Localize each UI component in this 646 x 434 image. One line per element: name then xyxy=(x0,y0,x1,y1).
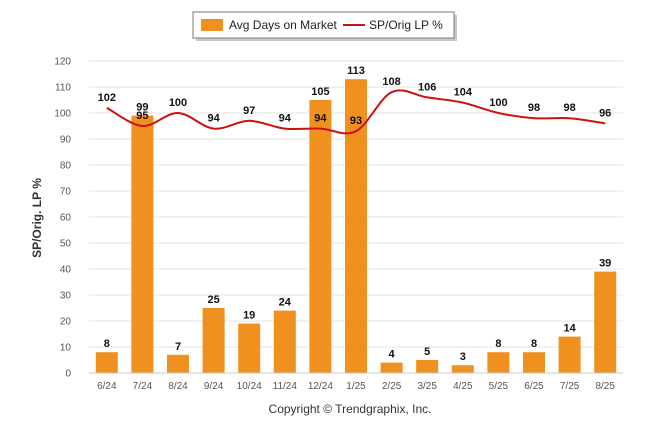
x-tick-label: 1/25 xyxy=(346,381,366,392)
line-value-label: 108 xyxy=(382,76,400,88)
bar-value-label: 99 xyxy=(136,102,148,114)
line-value-label: 94 xyxy=(279,113,292,125)
bar xyxy=(523,352,545,373)
line-value-label: 97 xyxy=(243,105,255,117)
y-tick-label: 100 xyxy=(54,109,71,120)
bar-value-label: 113 xyxy=(347,65,365,77)
line-value-label: 106 xyxy=(418,81,436,93)
bar xyxy=(558,336,581,373)
bar-value-label: 19 xyxy=(243,310,255,322)
y-axis-title: SP/Orig. LP % xyxy=(30,178,44,258)
bar xyxy=(131,115,154,373)
bar xyxy=(238,323,261,373)
y-tick-label: 110 xyxy=(55,83,71,94)
copyright-text: Copyright © Trendgraphix, Inc. xyxy=(269,402,432,416)
bar-value-label: 14 xyxy=(563,323,576,335)
bar xyxy=(95,352,118,373)
line-value-label: 94 xyxy=(207,113,220,125)
legend-label-line: SP/Orig LP % xyxy=(369,18,443,32)
y-tick-label: 30 xyxy=(60,291,72,302)
y-tick-label: 40 xyxy=(60,265,72,276)
y-tick-label: 20 xyxy=(60,317,72,328)
x-tick-label: 8/24 xyxy=(168,381,188,392)
line-value-label: 100 xyxy=(489,97,507,109)
legend-swatch-bar xyxy=(201,19,223,31)
x-tick-label: 3/25 xyxy=(417,381,437,392)
bar-value-label: 3 xyxy=(460,351,466,363)
bar-value-label: 24 xyxy=(279,297,292,309)
bar xyxy=(487,352,510,373)
legend-label-bar: Avg Days on Market xyxy=(229,18,337,32)
line-value-label: 102 xyxy=(98,92,116,104)
bar-value-label: 4 xyxy=(389,349,396,361)
line-value-label: 98 xyxy=(528,102,540,114)
y-tick-label: 0 xyxy=(65,369,71,380)
y-tick-label: 80 xyxy=(60,161,72,172)
bar-value-label: 25 xyxy=(207,294,219,306)
bar xyxy=(202,308,225,373)
y-tick-label: 120 xyxy=(54,57,71,68)
bar xyxy=(451,365,474,373)
bar-value-label: 5 xyxy=(424,346,430,358)
y-tick-label: 10 xyxy=(60,343,72,354)
x-tick-label: 10/24 xyxy=(237,381,262,392)
x-tick-label: 4/25 xyxy=(453,381,473,392)
x-tick-label: 5/25 xyxy=(489,381,509,392)
y-tick-label: 70 xyxy=(60,187,72,198)
line-value-label: 95 xyxy=(136,110,148,122)
x-tick-label: 8/25 xyxy=(595,381,615,392)
line-series xyxy=(106,89,606,135)
line-value-label: 98 xyxy=(563,102,575,114)
bar-value-label: 7 xyxy=(175,341,181,353)
y-axis-ticks: 0 10 20 30 40 50 60 70 80 90 100 110 120 xyxy=(54,57,71,380)
x-tick-label: 6/24 xyxy=(97,381,117,392)
line-data-labels: 102 95 100 94 97 94 94 93 108 106 104 100 98 98 96 xyxy=(98,76,612,127)
bar xyxy=(594,271,617,373)
bar-value-label: 8 xyxy=(495,338,501,350)
line-value-label: 93 xyxy=(350,115,362,127)
line-value-label: 104 xyxy=(454,87,473,99)
line-value-label: 100 xyxy=(169,97,187,109)
legend: Avg Days on Market SP/Orig LP % xyxy=(192,11,457,41)
bar-value-label: 8 xyxy=(104,338,110,350)
x-tick-label: 7/24 xyxy=(133,381,153,392)
y-tick-label: 60 xyxy=(60,213,72,224)
x-tick-label: 2/25 xyxy=(382,381,402,392)
bar-data-labels: 8 99 7 25 19 24 105 113 4 5 3 8 8 14 39 xyxy=(104,65,612,363)
bar-value-label: 8 xyxy=(531,338,537,350)
y-tick-label: 50 xyxy=(60,239,72,250)
x-tick-label: 11/24 xyxy=(273,381,298,392)
x-tick-label: 12/24 xyxy=(308,381,333,392)
x-axis-ticks: 6/24 7/24 8/24 9/24 10/24 11/24 12/24 1/25 2/25 3… xyxy=(97,381,615,392)
bar xyxy=(380,362,403,373)
bar-series xyxy=(95,79,617,373)
line-value-label: 94 xyxy=(314,113,327,125)
x-tick-label: 9/24 xyxy=(204,381,224,392)
bar-value-label: 105 xyxy=(311,86,329,98)
x-tick-label: 6/25 xyxy=(524,381,544,392)
bar xyxy=(167,354,189,373)
bar xyxy=(309,100,332,373)
bar xyxy=(416,360,439,373)
bar xyxy=(345,79,367,373)
x-tick-label: 7/25 xyxy=(560,381,580,392)
bar-value-label: 39 xyxy=(599,258,611,270)
line-value-label: 96 xyxy=(599,107,611,119)
y-tick-label: 90 xyxy=(60,135,72,146)
bar xyxy=(273,310,296,373)
